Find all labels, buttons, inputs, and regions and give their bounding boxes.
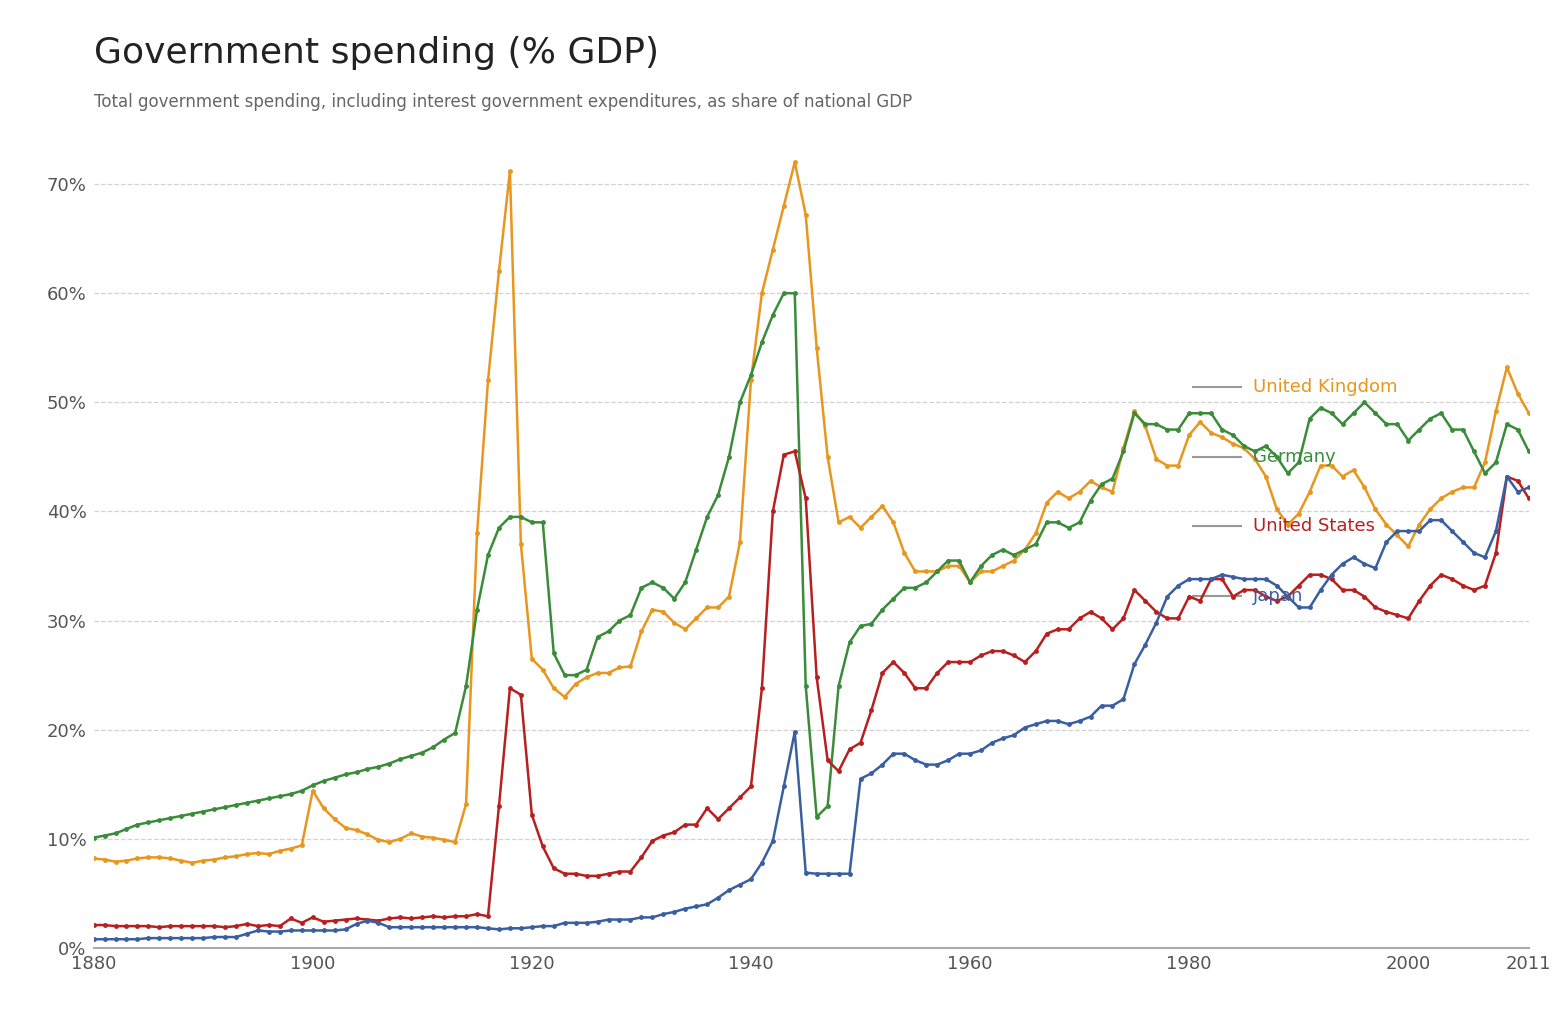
United States	[577, 869, 596, 882]
Germany	[1519, 445, 1538, 458]
Japan	[259, 925, 278, 938]
United States	[84, 919, 103, 931]
Japan	[1498, 470, 1516, 483]
United States	[1267, 595, 1285, 607]
United Kingdom	[1256, 470, 1275, 483]
United Kingdom	[1519, 407, 1538, 420]
Germany	[1256, 439, 1275, 452]
United Kingdom	[270, 844, 289, 857]
Germany	[1245, 445, 1264, 458]
Japan	[1234, 573, 1253, 585]
United Kingdom	[183, 857, 201, 869]
Text: Germany: Germany	[1253, 448, 1335, 466]
Japan	[1519, 481, 1538, 493]
Line: United States: United States	[90, 449, 1532, 929]
United States	[1519, 492, 1538, 505]
Japan	[84, 933, 103, 946]
United States	[534, 840, 552, 853]
Japan	[204, 930, 223, 943]
Text: Japan: Japan	[1253, 587, 1304, 605]
Germany	[566, 669, 585, 682]
United States	[215, 921, 234, 933]
Germany	[204, 803, 223, 815]
Germany	[774, 287, 792, 299]
United States	[270, 920, 289, 932]
Japan	[523, 921, 541, 933]
Text: United Kingdom: United Kingdom	[1253, 378, 1398, 397]
United States	[1256, 591, 1275, 603]
United States	[150, 921, 168, 933]
Line: Japan: Japan	[90, 474, 1532, 942]
Japan	[1245, 573, 1264, 585]
United Kingdom	[785, 156, 803, 169]
United States	[785, 445, 803, 458]
Line: United Kingdom: United Kingdom	[90, 160, 1532, 865]
Germany	[523, 516, 541, 528]
Text: Total government spending, including interest government expenditures, as share : Total government spending, including int…	[94, 93, 913, 111]
Line: Germany: Germany	[90, 291, 1532, 840]
Japan	[566, 917, 585, 929]
United Kingdom	[84, 853, 103, 865]
Text: United States: United States	[1253, 517, 1376, 536]
United Kingdom	[577, 671, 596, 684]
United Kingdom	[215, 852, 234, 864]
Germany	[259, 793, 278, 805]
United Kingdom	[534, 663, 552, 675]
Germany	[84, 832, 103, 844]
United Kingdom	[1267, 503, 1285, 516]
Text: Government spending (% GDP): Government spending (% GDP)	[94, 36, 658, 70]
